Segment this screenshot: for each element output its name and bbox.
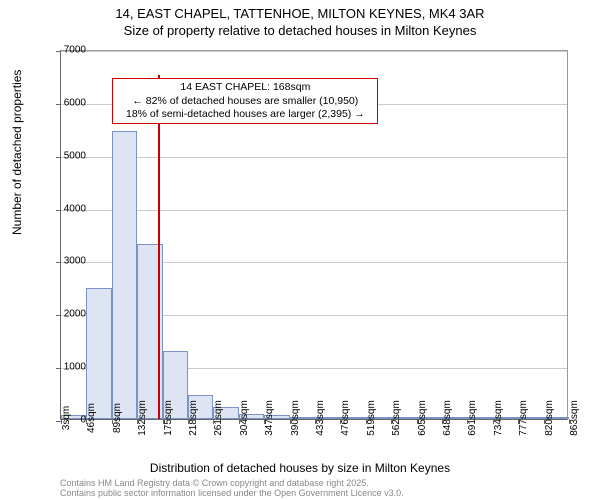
x-tick-label: 734sqm: [493, 400, 504, 436]
x-tick-label: 820sqm: [544, 400, 555, 436]
x-tick-label: 390sqm: [290, 400, 301, 436]
x-tick-label: 175sqm: [163, 400, 174, 436]
x-tick-label: 863sqm: [569, 400, 580, 436]
x-tick-label: 433sqm: [315, 400, 326, 436]
x-tick-label: 476sqm: [340, 400, 351, 436]
x-tick-label: 605sqm: [417, 400, 428, 436]
histogram-plot: 3sqm46sqm89sqm132sqm175sqm218sqm261sqm30…: [60, 50, 568, 420]
y-tick-label: 0: [46, 415, 86, 426]
y-axis-title: Number of detached properties: [10, 70, 24, 235]
x-tick-label: 46sqm: [86, 403, 97, 433]
title-line1: 14, EAST CHAPEL, TATTENHOE, MILTON KEYNE…: [0, 6, 600, 23]
y-tick-label: 1000: [46, 362, 86, 373]
annotation-box: 14 EAST CHAPEL: 168sqm← 82% of detached …: [112, 78, 378, 123]
x-tick-label: 89sqm: [112, 403, 123, 433]
annotation-line3: 18% of semi-detached houses are larger (…: [119, 108, 371, 121]
gridline: [61, 51, 567, 52]
footer-line1: Contains HM Land Registry data © Crown c…: [60, 478, 404, 488]
x-tick-label: 648sqm: [442, 400, 453, 436]
x-tick-label: 347sqm: [264, 400, 275, 436]
x-tick-label: 132sqm: [137, 400, 148, 436]
y-tick-label: 7000: [46, 45, 86, 56]
x-tick-label: 519sqm: [366, 400, 377, 436]
y-tick-label: 2000: [46, 309, 86, 320]
annotation-line2: ← 82% of detached houses are smaller (10…: [119, 95, 371, 108]
annotation-line1: 14 EAST CHAPEL: 168sqm: [119, 81, 371, 94]
footer-attribution: Contains HM Land Registry data © Crown c…: [60, 478, 404, 499]
x-tick-label: 777sqm: [518, 400, 529, 436]
title-line2: Size of property relative to detached ho…: [0, 23, 600, 40]
x-tick-label: 562sqm: [391, 400, 402, 436]
x-axis-title: Distribution of detached houses by size …: [0, 461, 600, 475]
y-tick-label: 4000: [46, 203, 86, 214]
footer-line2: Contains public sector information licen…: [60, 488, 404, 498]
x-tick-label: 691sqm: [467, 400, 478, 436]
y-tick-label: 6000: [46, 97, 86, 108]
y-tick-label: 3000: [46, 256, 86, 267]
y-tick-label: 5000: [46, 150, 86, 161]
histogram-bar: [86, 288, 111, 419]
histogram-bar: [112, 131, 137, 419]
x-tick-label: 304sqm: [239, 400, 250, 436]
chart-title: 14, EAST CHAPEL, TATTENHOE, MILTON KEYNE…: [0, 0, 600, 40]
x-tick-label: 218sqm: [188, 400, 199, 436]
x-tick-label: 261sqm: [213, 400, 224, 436]
reference-line: [158, 75, 160, 419]
